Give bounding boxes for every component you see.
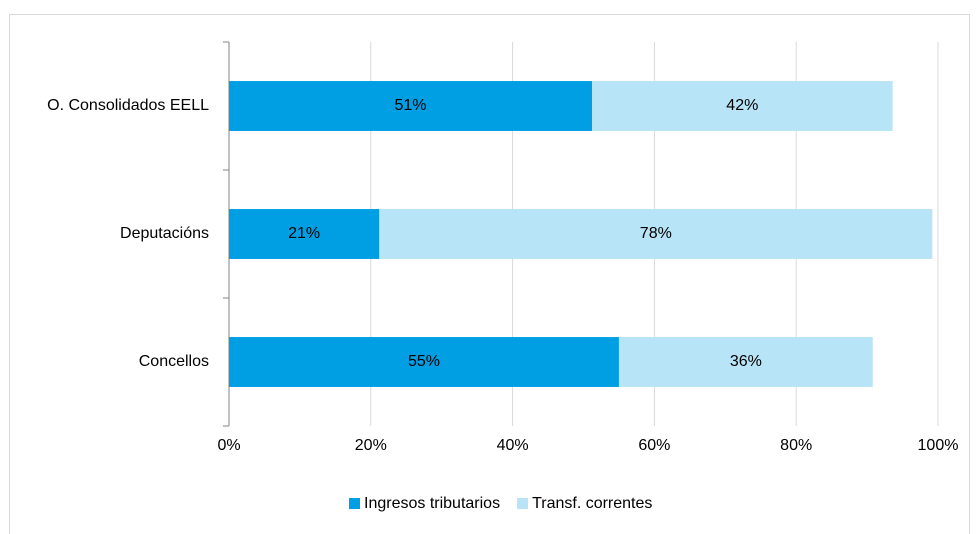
legend-swatch — [349, 498, 360, 509]
bar-segment — [592, 81, 893, 131]
bar-segment — [229, 337, 619, 387]
x-tick-label: 0% — [217, 437, 240, 454]
legend-label: Ingresos tributarios — [364, 495, 500, 512]
x-tick-label: 60% — [638, 437, 670, 454]
data-label: 21% — [288, 225, 320, 242]
y-tick-label: Deputacións — [120, 225, 209, 242]
x-tick-label: 80% — [780, 437, 812, 454]
legend-label: Transf. correntes — [532, 495, 652, 512]
x-tick-label: 100% — [918, 437, 959, 454]
bar-segment — [229, 209, 380, 259]
y-tick-label: O. Consolidados EELL — [47, 97, 209, 114]
data-label: 51% — [394, 97, 426, 114]
y-tick-label: Concellos — [139, 353, 209, 370]
bar-segment — [229, 81, 593, 131]
data-label: 42% — [726, 97, 758, 114]
x-tick-label: 20% — [355, 437, 387, 454]
data-label: 36% — [730, 353, 762, 370]
data-label: 55% — [408, 353, 440, 370]
data-label: 78% — [640, 225, 672, 242]
legend-swatch — [517, 498, 529, 509]
x-tick-label: 40% — [497, 437, 529, 454]
bar-segment — [618, 337, 873, 387]
bar-segment — [379, 209, 933, 259]
